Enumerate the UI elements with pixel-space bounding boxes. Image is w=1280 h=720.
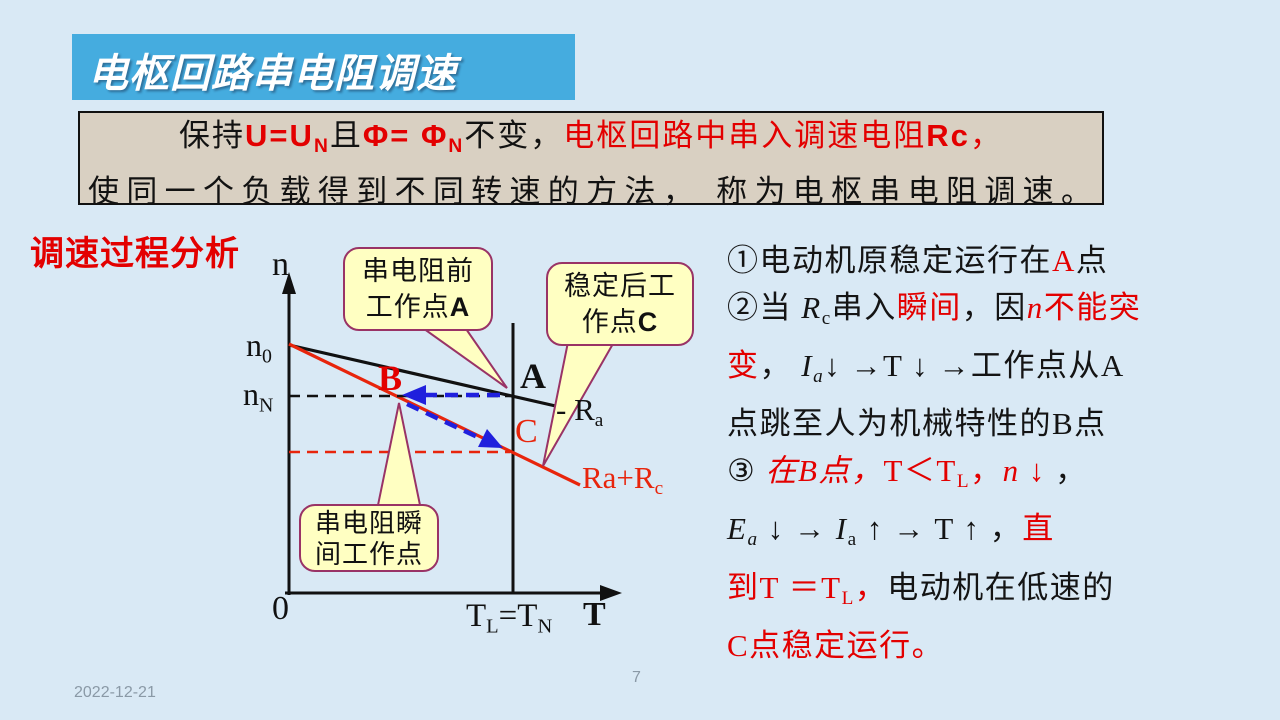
- definition-box: 保持U=UN且Φ= ΦN不变，电枢回路中串入调速电阻Rc， 使同一个负载得到不同…: [78, 111, 1104, 209]
- point-c-label: C: [515, 413, 538, 450]
- definition-line-1: 保持U=UN且Φ= ΦN不变，电枢回路中串入调速电阻Rc，: [179, 118, 1003, 158]
- title-banner: 电枢回路串电阻调速: [72, 34, 575, 100]
- process-line-6: Ea ↓ → Ia ↑ → T ↑ ，直: [727, 511, 1055, 551]
- callout-b-line-1: 串电阻瞬: [314, 509, 423, 538]
- callout-a-line-1: 串电阻前: [362, 256, 474, 286]
- page-title: 电枢回路串电阻调速: [88, 52, 457, 96]
- callout-c-line-2: 作点C: [581, 307, 659, 337]
- process-line-3: 变， Ia↓ →T ↓ →工作点从A: [727, 348, 1125, 388]
- origin-label: 0: [272, 590, 289, 627]
- natural-characteristic-line: [288, 343, 561, 409]
- process-line-2: ②当 Rc串入瞬间，因n不能突: [727, 290, 1142, 330]
- arrow-a-to-b-head-icon: [402, 385, 426, 405]
- process-line-8: C点稳定运行。: [727, 627, 945, 663]
- process-description: ①电动机原稳定运行在A点 ②当 Rc串入瞬间，因n不能突 变， Ia↓ →T ↓…: [727, 237, 1257, 669]
- ra-line-label: - Ra: [556, 392, 604, 432]
- y-axis-arrow-icon: [282, 272, 296, 294]
- callout-b-line-2: 间工作点: [314, 540, 423, 569]
- point-a-label: A: [520, 356, 546, 396]
- process-line-5: ③ 在B点，T＜TL，n ↓ ，: [727, 453, 1088, 493]
- n0-tick-label: n0: [246, 327, 272, 368]
- x-tick-label: TL=TN: [466, 598, 553, 638]
- process-line-1: ①电动机原稳定运行在A点: [727, 243, 1109, 278]
- slide-date: 2022-12-21: [74, 684, 156, 701]
- callout-working-point-a: 串电阻前 工作点A: [343, 247, 493, 331]
- callout-working-point-b: 串电阻瞬 间工作点: [299, 504, 439, 572]
- slide-page-number: 7: [632, 669, 641, 686]
- transition-arrow-b-to-c: [406, 401, 485, 443]
- nN-tick-label: nN: [243, 376, 274, 417]
- y-axis-label: n: [272, 246, 289, 283]
- callout-c-line-1: 稳定后工: [564, 271, 676, 301]
- arrow-b-to-c-head-icon: [478, 429, 503, 448]
- callout-a-line-2: 工作点A: [365, 292, 471, 322]
- ra-rc-line-label: Ra+Rc: [582, 460, 664, 500]
- process-line-7: 到T ＝TL，电动机在低速的: [727, 569, 1115, 609]
- definition-line-2: 使同一个负载得到不同转速的方法， 称为电枢串电阻调速。: [88, 174, 1094, 210]
- analysis-label: 调速过程分析: [30, 236, 240, 273]
- point-b-label: B: [378, 358, 403, 398]
- x-axis-arrow-icon: [600, 585, 622, 601]
- callout-b-tail: [375, 402, 423, 511]
- process-line-4: 点跳至人为机械特性的B点: [727, 406, 1107, 442]
- x-axis-label: T: [583, 596, 606, 633]
- callout-working-point-c: 稳定后工 作点C: [546, 262, 694, 346]
